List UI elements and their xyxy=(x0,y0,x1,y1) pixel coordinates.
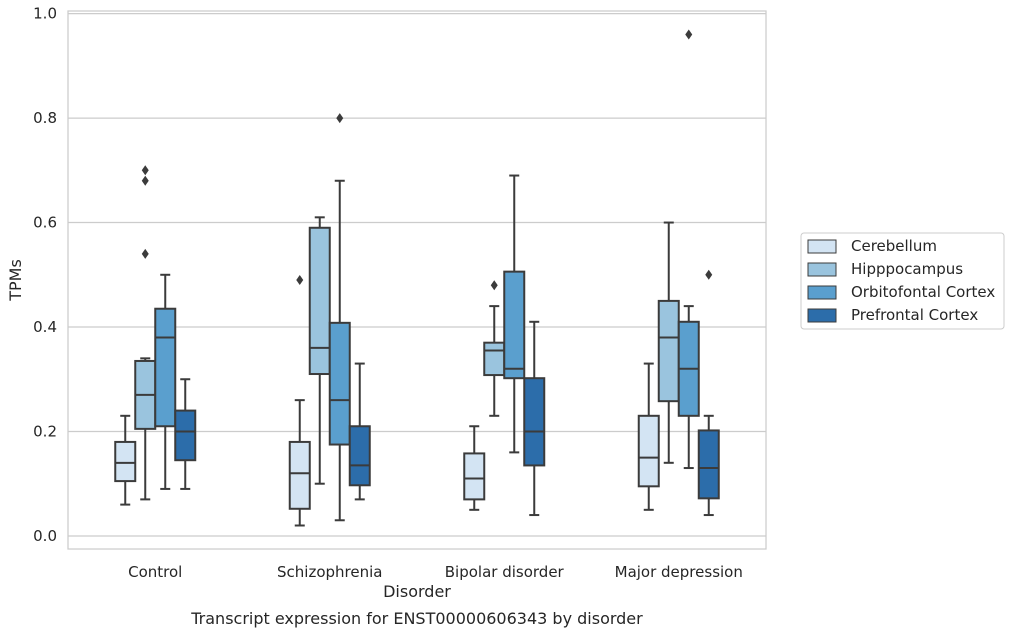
box xyxy=(503,270,526,380)
x-tick-label: Major depression xyxy=(615,563,743,581)
box xyxy=(637,414,660,488)
x-axis-label: Disorder xyxy=(383,582,451,601)
outlier-point xyxy=(141,248,149,259)
legend-label: Orbitofontal Cortex xyxy=(851,283,995,301)
legend-label: Cerebellum xyxy=(851,237,937,255)
x-tick-label: Bipolar disorder xyxy=(445,563,565,581)
box xyxy=(523,377,546,467)
x-tick-label: Schizophrenia xyxy=(277,563,382,581)
box xyxy=(657,299,680,403)
outlier-point xyxy=(685,29,693,40)
outlier-point xyxy=(490,280,498,291)
legend-swatch xyxy=(807,308,837,323)
y-tick-label: 0.2 xyxy=(33,422,57,440)
outlier-point xyxy=(296,275,304,285)
y-axis-ticks: 0.0 0.2 0.4 0.6 0.8 1.0 xyxy=(33,5,57,545)
box xyxy=(154,307,177,428)
x-axis-ticks: Control Schizophrenia Bipolar disorder Majo… xyxy=(128,563,743,581)
y-axis-label: TPMs xyxy=(6,259,25,302)
legend-swatch xyxy=(807,262,837,277)
y-tick-label: 0.0 xyxy=(33,527,57,545)
plot-frame xyxy=(67,10,767,550)
legend: Cerebellum Hipppocampus Orbitofontal Corte… xyxy=(800,232,1005,330)
y-tick-label: 0.4 xyxy=(33,318,57,336)
outlier-point xyxy=(336,113,344,124)
x-tick-label: Control xyxy=(128,563,182,581)
figure-caption: Transcript expression for ENST0000060634… xyxy=(190,609,643,628)
legend-swatch xyxy=(807,239,837,254)
legend-label: Prefrontal Cortex xyxy=(851,306,978,324)
box xyxy=(697,429,720,500)
legend-frame xyxy=(800,232,1005,330)
box xyxy=(308,226,331,376)
box xyxy=(288,440,311,510)
outlier-point xyxy=(705,269,713,280)
box xyxy=(328,321,351,446)
box xyxy=(483,341,506,377)
box xyxy=(463,452,486,501)
y-tick-label: 1.0 xyxy=(33,5,57,23)
box xyxy=(114,440,137,483)
outlier-point xyxy=(141,165,149,176)
y-tick-label: 0.6 xyxy=(33,214,57,232)
legend-swatch xyxy=(807,285,837,300)
box-plot-marks xyxy=(114,29,720,527)
grid-lines xyxy=(68,12,766,537)
box xyxy=(174,409,197,462)
legend-label: Hipppocampus xyxy=(851,260,963,278)
y-tick-label: 0.8 xyxy=(33,109,57,127)
box xyxy=(348,425,371,487)
outlier-point xyxy=(141,175,149,186)
